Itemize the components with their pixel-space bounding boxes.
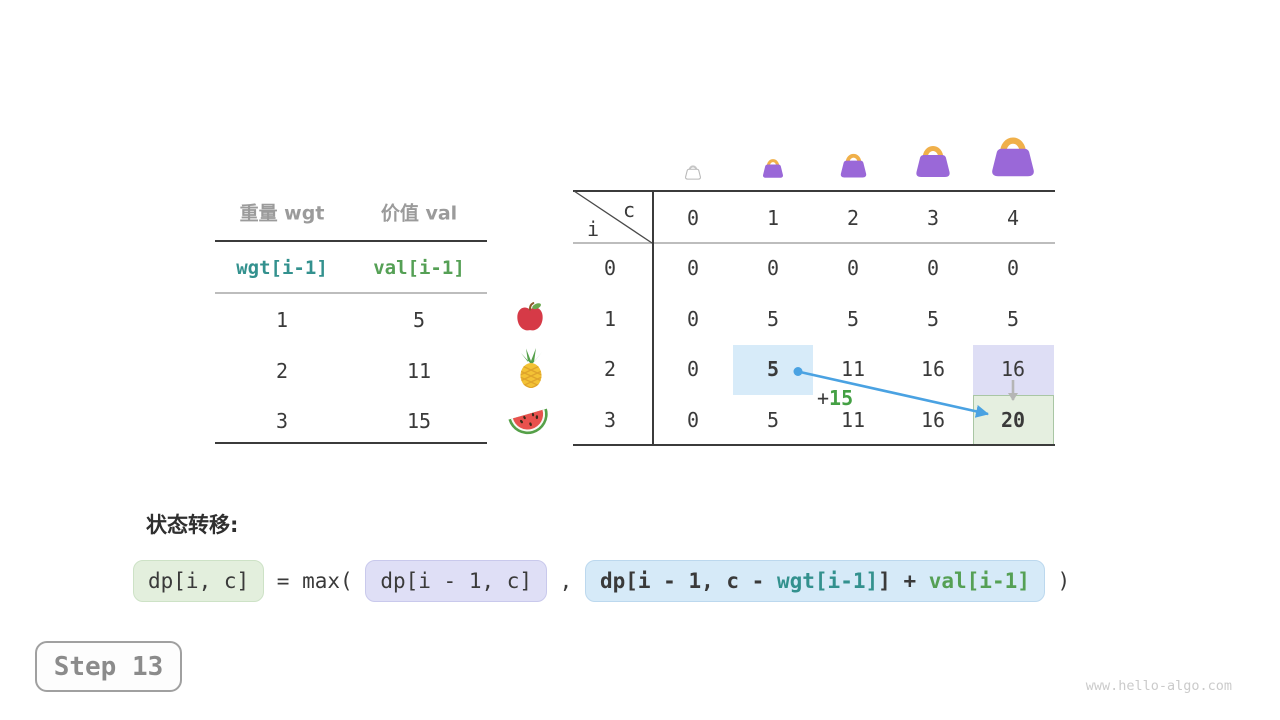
dp-row-header: 3 bbox=[603, 407, 617, 432]
dp-table-header-rule bbox=[573, 242, 1055, 244]
dp-table-vertical-rule bbox=[652, 190, 654, 446]
dp-row-header: 0 bbox=[603, 256, 617, 281]
dp-cell: 0 bbox=[926, 256, 940, 281]
items-table-top-rule bbox=[215, 240, 487, 242]
dp-cell: 0 bbox=[686, 407, 700, 432]
step-badge: Step 13 bbox=[35, 641, 182, 692]
items-table-mid-rule bbox=[215, 292, 487, 294]
watermark: www.hello-algo.com bbox=[1085, 678, 1232, 694]
formula-arg2-bracket: ] bbox=[878, 569, 891, 593]
handbag-icon bbox=[840, 153, 867, 178]
watermelon-icon bbox=[508, 408, 548, 435]
dp-row-header: 1 bbox=[603, 306, 617, 331]
corner-row-var: i bbox=[586, 217, 600, 241]
dp-cell: 16 bbox=[920, 407, 946, 432]
formula-lhs: dp[i, c] bbox=[148, 569, 250, 593]
dp-cell: 0 bbox=[766, 256, 780, 281]
items-table-bottom-rule bbox=[215, 442, 487, 444]
apple-icon bbox=[517, 302, 543, 331]
items-col-value-header: 价值 val bbox=[380, 202, 458, 225]
transition-add-annotation: +15 bbox=[817, 386, 853, 410]
pineapple-icon bbox=[520, 348, 542, 388]
formula-equals-max: = max( bbox=[264, 569, 366, 593]
val-formula-label: val[i-1] bbox=[373, 257, 465, 279]
dp-cell: 0 bbox=[1006, 256, 1020, 281]
state-transition-formula: dp[i, c] = max( dp[i - 1, c] , dp[i - 1,… bbox=[133, 559, 1070, 603]
plus-sign: + bbox=[817, 386, 830, 410]
dp-table-bottom-rule bbox=[573, 444, 1055, 446]
dp-col-header: 2 bbox=[846, 205, 860, 230]
dp-table-top-rule bbox=[573, 190, 1055, 192]
formula-arg2-plus: + bbox=[890, 569, 929, 593]
item-weight: 3 bbox=[275, 409, 289, 433]
dp-cell: 5 bbox=[766, 407, 780, 432]
item-value: 15 bbox=[406, 409, 432, 433]
formula-arg1-box: dp[i - 1, c] bbox=[365, 560, 548, 602]
dp-cell: 0 bbox=[686, 306, 700, 331]
dp-cell-current: 20 bbox=[1000, 407, 1026, 432]
dp-col-header: 3 bbox=[926, 205, 940, 230]
corner-col-var: c bbox=[622, 198, 636, 222]
formula-lhs-box: dp[i, c] bbox=[133, 560, 265, 602]
add-value: 15 bbox=[829, 386, 854, 410]
formula-arg2-prefix: dp[i - 1, c - bbox=[599, 569, 777, 593]
dp-cell: 5 bbox=[766, 306, 780, 331]
handbag-outline-icon bbox=[685, 165, 701, 180]
handbag-icon bbox=[763, 159, 783, 178]
dp-cell: 5 bbox=[1006, 306, 1020, 331]
formula-arg2-box: dp[i - 1, c - wgt[i-1]] + val[i-1] bbox=[584, 560, 1045, 602]
formula-close-paren: ) bbox=[1044, 569, 1071, 593]
item-weight: 1 bbox=[275, 308, 289, 332]
formula-arg1: dp[i - 1, c] bbox=[380, 569, 533, 593]
handbag-icon bbox=[992, 137, 1034, 177]
item-weight: 2 bbox=[275, 359, 289, 383]
item-value: 5 bbox=[412, 308, 426, 332]
wgt-formula-label: wgt[i-1] bbox=[236, 257, 328, 279]
dp-cell: 0 bbox=[846, 256, 860, 281]
corner-diagonal-line bbox=[573, 190, 653, 244]
dp-cell-above: 16 bbox=[1000, 357, 1026, 382]
formula-arg2-val: val[i-1] bbox=[928, 569, 1030, 593]
state-transition-label: 状态转移: bbox=[146, 513, 239, 537]
dp-cell: 0 bbox=[686, 256, 700, 281]
handbag-icon bbox=[916, 146, 950, 177]
dp-cell: 5 bbox=[846, 306, 860, 331]
dp-col-header: 1 bbox=[766, 205, 780, 230]
dp-cell-source: 5 bbox=[766, 357, 780, 382]
items-col-weight-header: 重量 wgt bbox=[239, 202, 325, 225]
dp-cell: 5 bbox=[926, 306, 940, 331]
dp-col-header: 4 bbox=[1006, 205, 1020, 230]
dp-row-header: 2 bbox=[603, 357, 617, 382]
dp-cell: 0 bbox=[686, 357, 700, 382]
step-badge-label: Step 13 bbox=[53, 651, 164, 682]
item-value: 11 bbox=[406, 359, 432, 383]
dp-col-header: 0 bbox=[686, 205, 700, 230]
dp-cell: 16 bbox=[920, 357, 946, 382]
formula-comma: , bbox=[547, 569, 585, 593]
formula-arg2-wgt: wgt[i-1] bbox=[776, 569, 879, 593]
